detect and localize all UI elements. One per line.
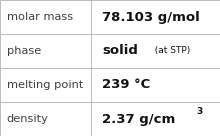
Text: 3: 3	[197, 107, 203, 116]
Text: 2.37 g/cm: 2.37 g/cm	[102, 112, 176, 126]
Text: melting point: melting point	[7, 80, 83, 90]
Text: phase: phase	[7, 46, 41, 56]
Text: molar mass: molar mass	[7, 12, 73, 22]
Text: 78.103 g/mol: 78.103 g/mol	[102, 10, 200, 24]
Text: solid: solid	[102, 44, 138, 58]
Text: 239 °C: 239 °C	[102, 78, 150, 92]
Text: density: density	[7, 114, 48, 124]
Text: (at STP): (at STP)	[148, 47, 190, 55]
